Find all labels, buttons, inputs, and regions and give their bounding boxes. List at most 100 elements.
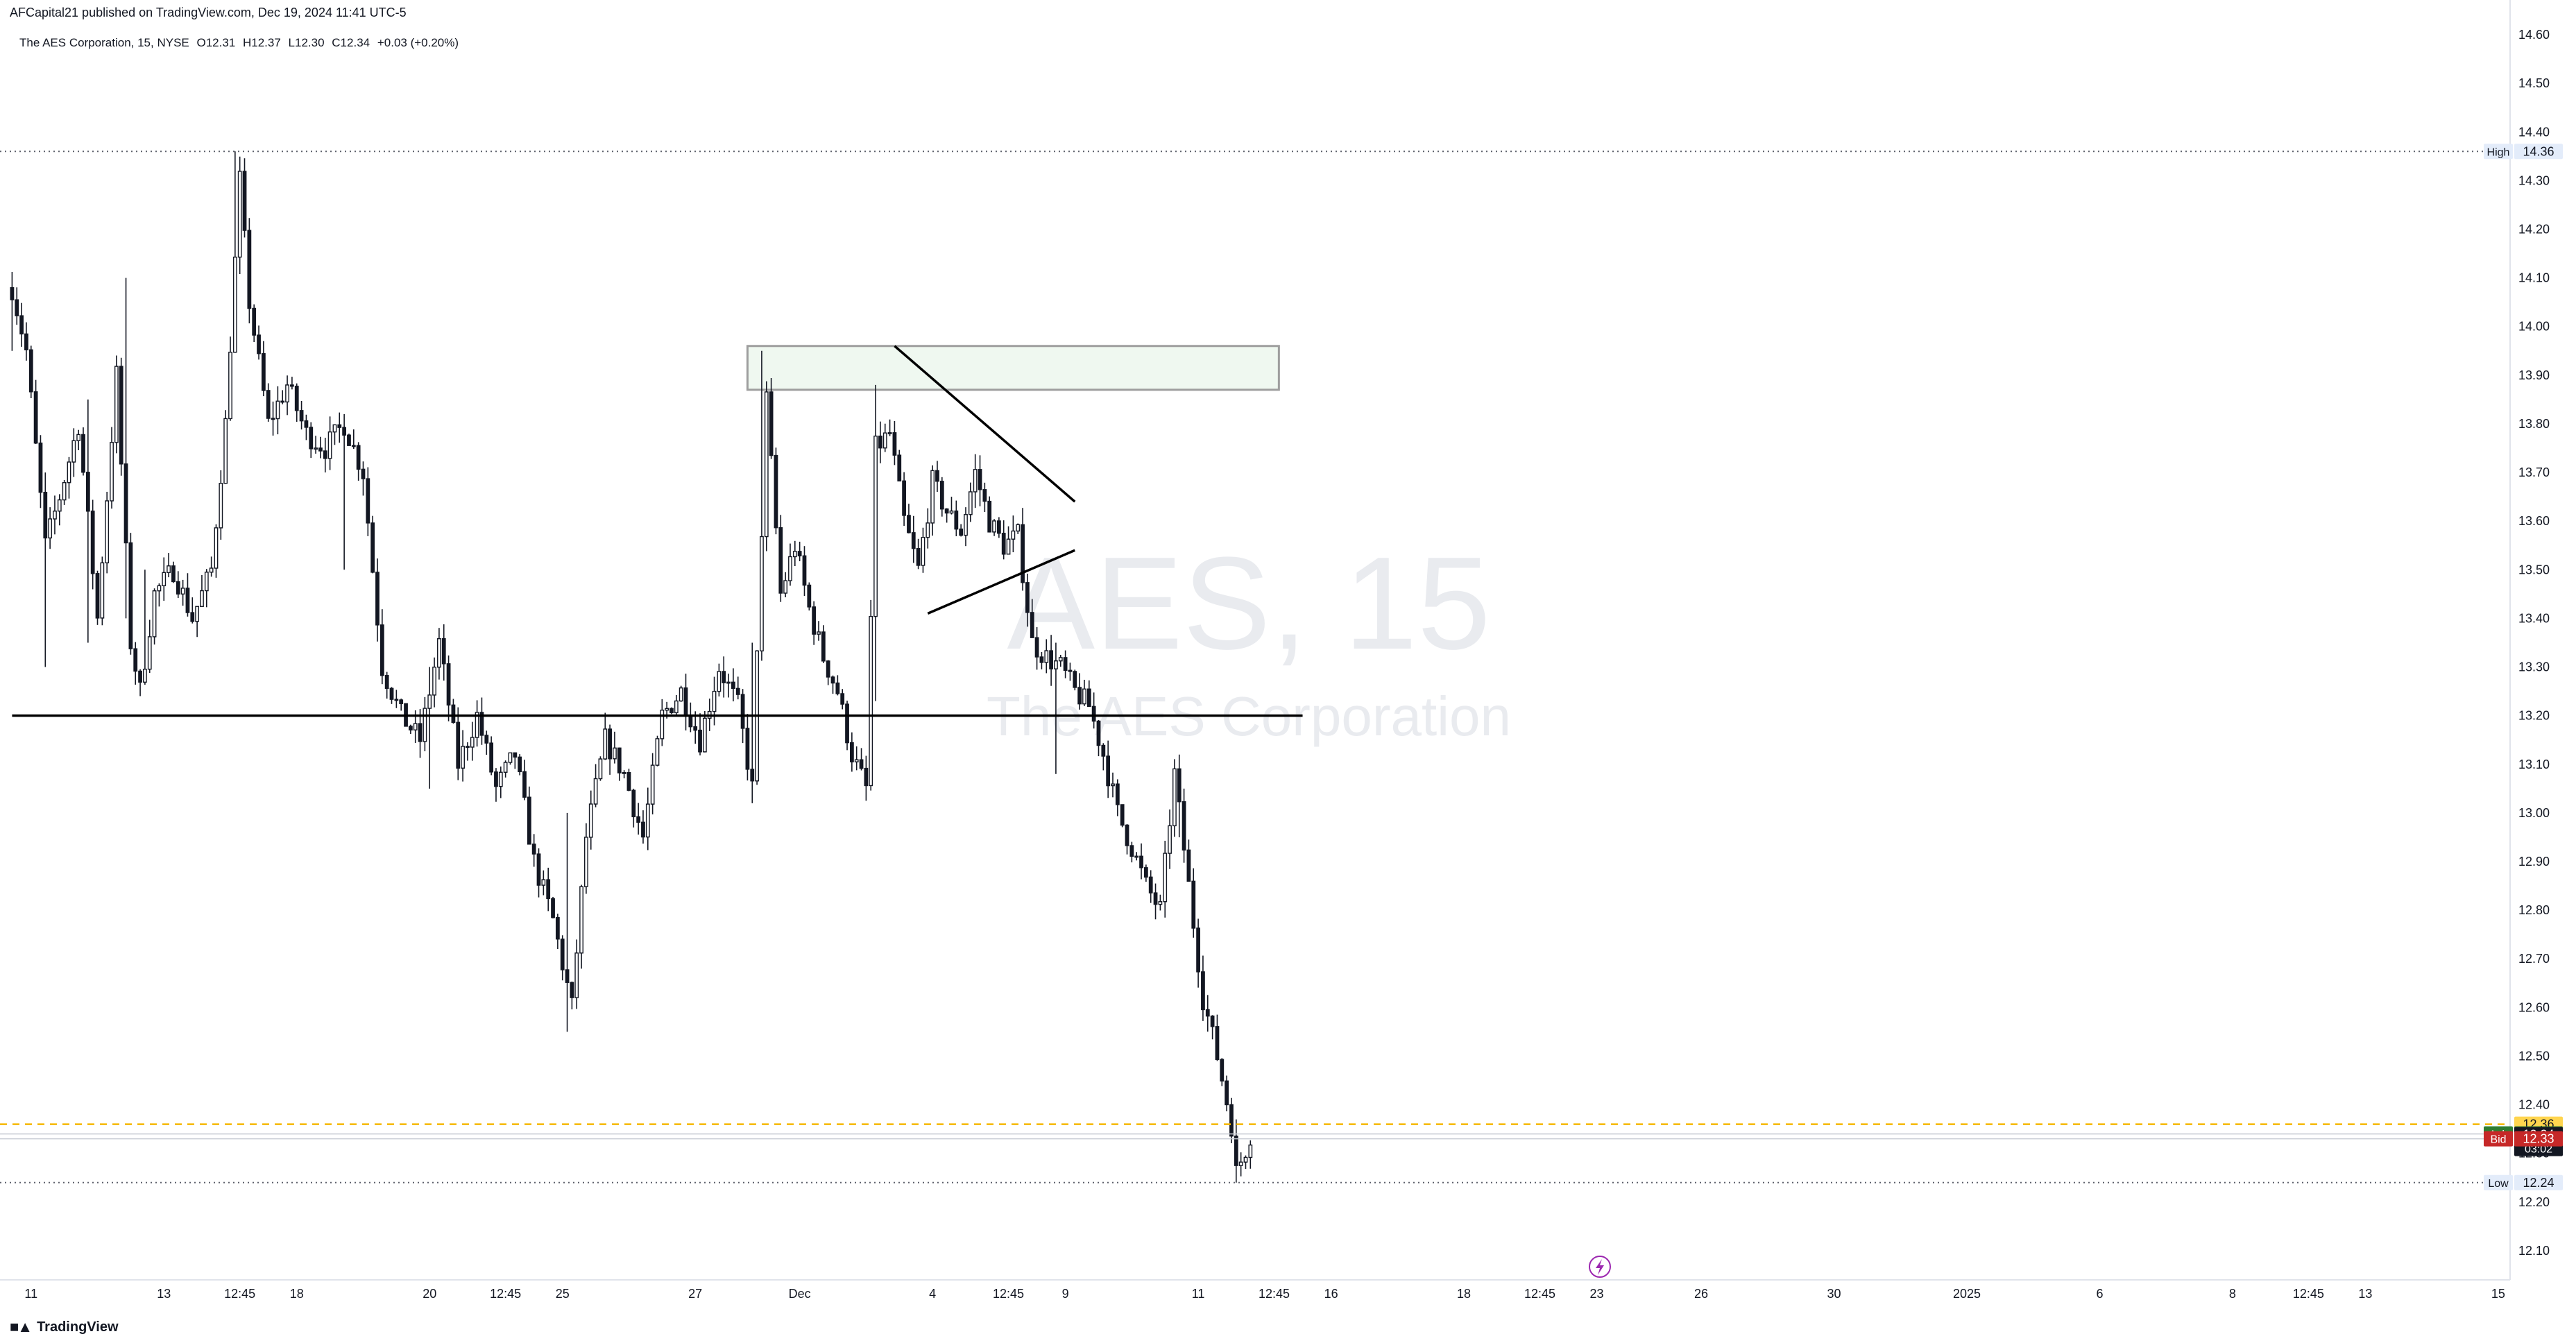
candle bbox=[494, 768, 498, 802]
candle bbox=[19, 302, 24, 347]
candle bbox=[688, 702, 693, 733]
lightning-icon[interactable] bbox=[1589, 1256, 1611, 1278]
candle bbox=[1044, 639, 1049, 674]
candle bbox=[190, 597, 195, 624]
candle bbox=[384, 672, 389, 699]
candle bbox=[726, 674, 731, 698]
candle bbox=[1111, 772, 1115, 798]
candle bbox=[783, 572, 788, 598]
candle bbox=[631, 788, 636, 828]
legend-high: H12.37 bbox=[242, 36, 281, 49]
time-axis[interactable]: 11 13 12:45 18 20 12:45 25 27 Dec 4 12:45 9 11 12:45 1… bbox=[24, 1287, 2505, 1301]
candle bbox=[650, 753, 655, 814]
candle bbox=[897, 450, 902, 482]
candle bbox=[418, 709, 423, 758]
candle bbox=[518, 754, 522, 776]
candle bbox=[114, 355, 119, 454]
candle bbox=[95, 570, 100, 625]
price-tick-label: 13.00 bbox=[2518, 806, 2550, 820]
price-tick-label: 12.40 bbox=[2518, 1098, 2550, 1112]
candles-layer bbox=[10, 151, 1253, 1183]
candle bbox=[873, 384, 878, 701]
candle bbox=[1030, 599, 1034, 638]
price-tick-label: 13.80 bbox=[2518, 417, 2550, 431]
candle bbox=[1001, 520, 1006, 560]
candle bbox=[1182, 788, 1186, 863]
candle bbox=[152, 588, 157, 645]
candle bbox=[679, 685, 683, 702]
price-tick-label: 13.40 bbox=[2518, 611, 2550, 625]
candle bbox=[859, 748, 864, 771]
high-price-label: High 14.36 bbox=[2484, 144, 2563, 160]
candle bbox=[755, 650, 759, 785]
candle bbox=[864, 755, 869, 801]
candle bbox=[778, 515, 783, 602]
candle bbox=[105, 491, 110, 574]
time-tick-label: 12:45 bbox=[490, 1287, 521, 1301]
time-tick-label: 16 bbox=[1324, 1287, 1338, 1301]
candle bbox=[1091, 692, 1096, 729]
candle bbox=[408, 724, 413, 734]
price-tick-label: 12.20 bbox=[2518, 1195, 2550, 1209]
candle bbox=[973, 454, 978, 508]
tradingview-logo[interactable]: ■▲ TradingView bbox=[10, 1318, 119, 1336]
candle bbox=[835, 675, 840, 696]
candle bbox=[180, 579, 185, 606]
candle bbox=[209, 556, 214, 577]
candle bbox=[1234, 1119, 1238, 1183]
candle bbox=[1049, 635, 1053, 686]
price-tick-label: 14.60 bbox=[2518, 28, 2550, 42]
candle bbox=[28, 345, 33, 398]
time-tick-label: 18 bbox=[1457, 1287, 1471, 1301]
candle bbox=[143, 570, 147, 685]
candle bbox=[1229, 1097, 1234, 1143]
candle bbox=[90, 499, 95, 590]
time-tick-label: 20 bbox=[423, 1287, 436, 1301]
candle bbox=[1196, 918, 1200, 988]
candle bbox=[546, 867, 551, 912]
price-tick-label: 12.90 bbox=[2518, 855, 2550, 869]
price-axis[interactable]: 12.1012.2012.3012.4012.5012.6012.7012.80… bbox=[2518, 28, 2550, 1258]
svg-text:12.24: 12.24 bbox=[2523, 1176, 2554, 1190]
candle bbox=[314, 436, 318, 454]
candle bbox=[1034, 627, 1039, 670]
candle bbox=[10, 272, 15, 351]
candle bbox=[185, 573, 190, 617]
price-tick-label: 14.20 bbox=[2518, 222, 2550, 236]
candle bbox=[171, 561, 176, 583]
candle bbox=[1115, 779, 1120, 816]
candle bbox=[1172, 759, 1177, 837]
candle bbox=[1210, 1015, 1215, 1040]
candle bbox=[285, 375, 289, 416]
candle bbox=[1006, 526, 1011, 555]
candle bbox=[774, 447, 778, 535]
triangle-lower-trendline[interactable] bbox=[927, 549, 1075, 615]
candle bbox=[1134, 852, 1139, 861]
legend-open: O12.31 bbox=[196, 36, 236, 49]
candle bbox=[475, 700, 479, 747]
candle bbox=[1039, 651, 1044, 669]
candle bbox=[128, 533, 133, 655]
candle bbox=[641, 810, 645, 844]
candle bbox=[674, 695, 679, 717]
candle bbox=[608, 724, 612, 775]
candle bbox=[797, 541, 802, 562]
candle bbox=[167, 553, 171, 578]
price-tick-label: 14.00 bbox=[2518, 320, 2550, 334]
price-tick-label: 13.90 bbox=[2518, 368, 2550, 382]
candle bbox=[812, 601, 817, 645]
candle bbox=[498, 766, 503, 798]
candle bbox=[1120, 804, 1125, 828]
candle bbox=[750, 642, 755, 803]
candle bbox=[939, 477, 944, 517]
drawings-back-layer bbox=[746, 345, 1280, 391]
candle bbox=[788, 543, 792, 586]
candle bbox=[551, 896, 555, 918]
candle bbox=[62, 479, 67, 505]
triangle-upper-trendline[interactable] bbox=[894, 345, 1076, 503]
candle bbox=[67, 456, 71, 499]
resistance-zone[interactable] bbox=[746, 345, 1280, 391]
drawings-front-layer bbox=[12, 345, 1303, 717]
candle bbox=[257, 325, 261, 360]
